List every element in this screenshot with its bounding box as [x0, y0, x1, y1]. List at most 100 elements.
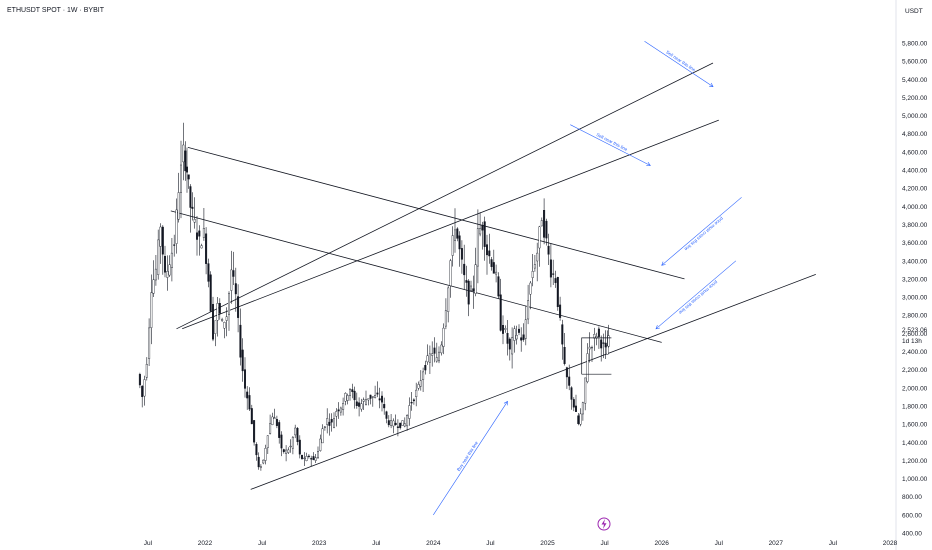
- candle[interactable]: [511, 327, 514, 369]
- candle[interactable]: [575, 394, 578, 412]
- candle[interactable]: [351, 383, 354, 399]
- candle[interactable]: [499, 278, 502, 332]
- candle[interactable]: [298, 435, 301, 459]
- candle[interactable]: [335, 408, 338, 427]
- candle[interactable]: [266, 435, 269, 454]
- lightning-icon[interactable]: [597, 517, 611, 531]
- candle[interactable]: [604, 330, 607, 359]
- candle[interactable]: [367, 398, 370, 406]
- candle[interactable]: [559, 296, 562, 321]
- candle[interactable]: [497, 272, 500, 299]
- candle[interactable]: [319, 434, 322, 452]
- trend-line-lower-descending[interactable]: [170, 210, 662, 343]
- candle[interactable]: [406, 414, 409, 431]
- candle[interactable]: [524, 305, 527, 346]
- candle[interactable]: [533, 255, 536, 272]
- candle[interactable]: [570, 386, 573, 410]
- candle[interactable]: [278, 420, 281, 444]
- candle[interactable]: [246, 386, 249, 410]
- candle[interactable]: [600, 335, 603, 362]
- candle[interactable]: [255, 442, 258, 461]
- candle[interactable]: [399, 422, 402, 430]
- candle[interactable]: [572, 397, 575, 412]
- candle[interactable]: [565, 366, 568, 389]
- candle[interactable]: [547, 233, 550, 265]
- candle[interactable]: [481, 221, 484, 250]
- candle[interactable]: [285, 445, 288, 462]
- candle[interactable]: [216, 297, 219, 337]
- trend-line-upper-channel[interactable]: [176, 62, 714, 330]
- candle[interactable]: [595, 332, 598, 346]
- candle[interactable]: [159, 223, 162, 264]
- candle[interactable]: [227, 291, 230, 331]
- candle[interactable]: [513, 325, 516, 353]
- candle[interactable]: [385, 410, 388, 424]
- candle[interactable]: [221, 317, 224, 322]
- candle[interactable]: [387, 415, 390, 428]
- candle[interactable]: [412, 398, 415, 405]
- candle[interactable]: [540, 217, 543, 227]
- candle[interactable]: [170, 238, 173, 282]
- candle[interactable]: [339, 406, 342, 416]
- candle[interactable]: [529, 281, 532, 310]
- candle[interactable]: [472, 275, 475, 309]
- candle[interactable]: [230, 250, 233, 304]
- candle[interactable]: [449, 258, 452, 298]
- candle[interactable]: [301, 454, 304, 460]
- candle[interactable]: [426, 344, 429, 365]
- candle[interactable]: [191, 192, 194, 221]
- candle[interactable]: [403, 417, 406, 428]
- candle[interactable]: [422, 367, 425, 392]
- candle[interactable]: [479, 212, 482, 237]
- candle[interactable]: [333, 412, 336, 429]
- candle[interactable]: [175, 198, 178, 254]
- candle[interactable]: [214, 320, 217, 347]
- candle[interactable]: [458, 231, 461, 267]
- candle[interactable]: [394, 414, 397, 426]
- range-box[interactable]: [581, 337, 612, 375]
- candle[interactable]: [581, 401, 584, 421]
- candle[interactable]: [241, 338, 244, 382]
- candle[interactable]: [248, 387, 251, 411]
- candle[interactable]: [225, 307, 228, 337]
- candle[interactable]: [168, 255, 171, 277]
- candle[interactable]: [307, 454, 310, 459]
- candle[interactable]: [259, 464, 262, 471]
- candle[interactable]: [353, 386, 356, 409]
- candle[interactable]: [506, 320, 509, 356]
- candle[interactable]: [166, 255, 169, 291]
- candle[interactable]: [543, 198, 546, 245]
- candle[interactable]: [173, 234, 176, 257]
- candle[interactable]: [470, 280, 473, 292]
- candle[interactable]: [355, 392, 358, 409]
- candle[interactable]: [531, 254, 534, 287]
- candle[interactable]: [200, 243, 203, 249]
- candle[interactable]: [365, 390, 368, 406]
- candle[interactable]: [447, 286, 450, 323]
- candle[interactable]: [287, 447, 290, 454]
- candle[interactable]: [207, 258, 210, 288]
- candle[interactable]: [234, 267, 237, 312]
- candle[interactable]: [410, 392, 413, 411]
- candle[interactable]: [428, 345, 431, 375]
- candle[interactable]: [195, 216, 198, 256]
- candle[interactable]: [148, 318, 151, 366]
- candle[interactable]: [218, 298, 221, 320]
- candle[interactable]: [371, 396, 374, 407]
- candle[interactable]: [273, 408, 276, 419]
- candle[interactable]: [376, 381, 379, 398]
- candle[interactable]: [520, 327, 523, 352]
- candle[interactable]: [310, 455, 313, 467]
- candle[interactable]: [588, 332, 591, 363]
- candle[interactable]: [205, 227, 208, 275]
- candle[interactable]: [490, 257, 493, 271]
- candle[interactable]: [424, 360, 427, 375]
- candle[interactable]: [442, 323, 445, 355]
- candle[interactable]: [152, 260, 155, 297]
- candle[interactable]: [536, 242, 539, 282]
- candle[interactable]: [438, 346, 441, 364]
- candle[interactable]: [296, 427, 299, 446]
- candle[interactable]: [211, 296, 214, 342]
- candle[interactable]: [606, 330, 609, 355]
- candle[interactable]: [294, 424, 297, 439]
